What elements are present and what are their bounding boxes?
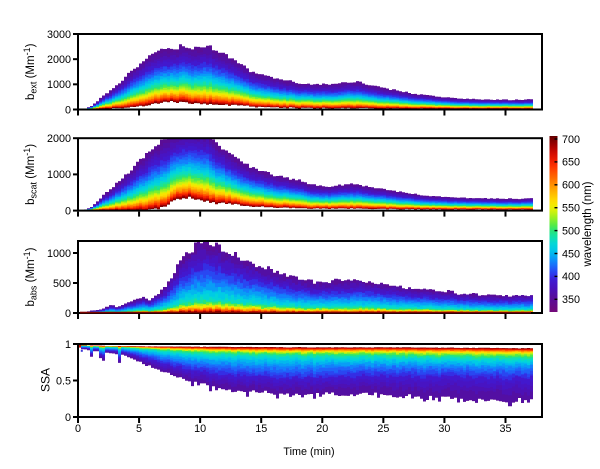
svg-text:500: 500 [53, 278, 71, 290]
svg-text:35: 35 [499, 423, 511, 435]
svg-text:1000: 1000 [47, 79, 71, 91]
svg-text:0: 0 [75, 423, 81, 435]
svg-text:450: 450 [562, 248, 580, 260]
svg-text:Time (min): Time (min) [283, 446, 334, 458]
svg-text:2000: 2000 [47, 133, 71, 145]
svg-text:400: 400 [562, 271, 580, 283]
svg-text:0.5: 0.5 [56, 375, 71, 387]
svg-text:25: 25 [377, 423, 389, 435]
svg-text:1000: 1000 [47, 169, 71, 181]
svg-text:700: 700 [562, 134, 580, 146]
svg-text:3000: 3000 [47, 29, 71, 41]
svg-text:wavelength (nm): wavelength (nm) [582, 181, 594, 267]
svg-text:30: 30 [438, 423, 450, 435]
svg-text:1000: 1000 [47, 248, 71, 260]
svg-text:500: 500 [562, 225, 580, 237]
svg-text:0: 0 [65, 412, 71, 424]
svg-text:0: 0 [65, 104, 71, 116]
svg-text:2000: 2000 [47, 54, 71, 66]
svg-text:SSA: SSA [39, 368, 53, 392]
svg-text:600: 600 [562, 180, 580, 192]
svg-text:bscat (Mm-1): bscat (Mm-1) [22, 144, 39, 205]
svg-text:1: 1 [65, 339, 71, 351]
svg-text:20: 20 [316, 423, 328, 435]
svg-text:650: 650 [562, 157, 580, 169]
svg-text:5: 5 [136, 423, 142, 435]
svg-text:bext (Mm-1): bext (Mm-1) [22, 43, 39, 100]
svg-text:0: 0 [65, 205, 71, 217]
svg-text:550: 550 [562, 203, 580, 215]
svg-text:350: 350 [562, 294, 580, 306]
svg-text:10: 10 [194, 423, 206, 435]
svg-text:babs (Mm-1): babs (Mm-1) [22, 247, 39, 306]
svg-text:15: 15 [255, 423, 267, 435]
svg-text:0: 0 [65, 308, 71, 320]
